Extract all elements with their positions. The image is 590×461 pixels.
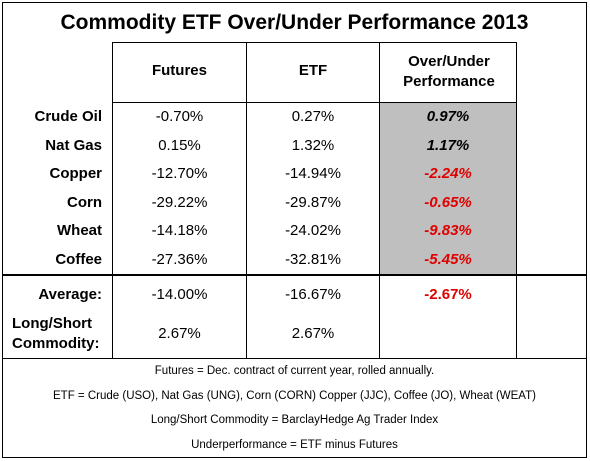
longshort-etf: 2.67%	[291, 325, 335, 342]
etf-cell: 0.27%	[291, 108, 335, 125]
futures-cell: -12.70%	[151, 165, 208, 182]
row-label: Corn	[67, 194, 102, 211]
note-etf: ETF = Crude (USO), Nat Gas (UNG), Corn (…	[53, 390, 536, 402]
etf-cell: -29.87%	[285, 194, 341, 211]
grid-line	[246, 42, 247, 358]
row-label: Copper	[49, 165, 103, 182]
futures-cell: -29.22%	[151, 194, 208, 211]
longshort-label: Long/Short Commodity:	[12, 314, 112, 354]
etf-cell: -32.81%	[285, 251, 341, 268]
performance-cell: -5.45%	[424, 251, 472, 268]
etf-cell: -24.02%	[285, 222, 341, 239]
futures-cell: -14.18%	[151, 222, 208, 239]
grid-line	[112, 42, 113, 358]
performance-cell: -9.83%	[424, 222, 472, 239]
etf-cell: 1.32%	[291, 137, 335, 154]
futures-cell: -27.36%	[151, 251, 208, 268]
futures-cell: -0.70%	[155, 108, 204, 125]
futures-cell: 0.15%	[158, 137, 201, 154]
row-label: Crude Oil	[34, 108, 102, 125]
row-label: Coffee	[55, 251, 102, 268]
etf-cell: -14.94%	[285, 165, 341, 182]
note-longshort: Long/Short Commodity = BarclayHedge Ag T…	[150, 414, 439, 426]
table-title: Commodity ETF Over/Under Performance 201…	[60, 11, 529, 34]
grid-line	[112, 42, 517, 43]
grid-line	[516, 42, 517, 358]
longshort-futures: 2.67%	[158, 325, 201, 342]
column-header-performance: Over/Under Performance	[403, 53, 495, 90]
average-futures: -14.00%	[151, 286, 208, 303]
average-label: Average:	[38, 286, 102, 303]
average-performance: -2.67%	[424, 286, 472, 303]
average-etf: -16.67%	[285, 286, 341, 303]
column-header-etf: ETF	[298, 62, 328, 79]
column-header-futures: Futures	[151, 62, 207, 79]
performance-cell: -2.24%	[424, 165, 472, 182]
longshort-label-line2: Commodity:	[12, 335, 100, 352]
grid-line	[2, 274, 587, 276]
row-label: Nat Gas	[45, 137, 102, 154]
performance-cell: -0.65%	[424, 194, 472, 211]
performance-cell: 1.17%	[426, 137, 470, 154]
grid-line	[2, 358, 587, 359]
performance-shade	[379, 103, 516, 274]
longshort-label-line1: Long/Short	[12, 315, 92, 332]
note-futures: Futures = Dec. contract of current year,…	[154, 365, 435, 377]
performance-cell: 0.97%	[426, 108, 470, 125]
note-underperformance: Underperformance = ETF minus Futures	[191, 439, 398, 451]
grid-line	[379, 42, 380, 358]
row-label: Wheat	[57, 222, 102, 239]
grid-line	[112, 102, 517, 103]
